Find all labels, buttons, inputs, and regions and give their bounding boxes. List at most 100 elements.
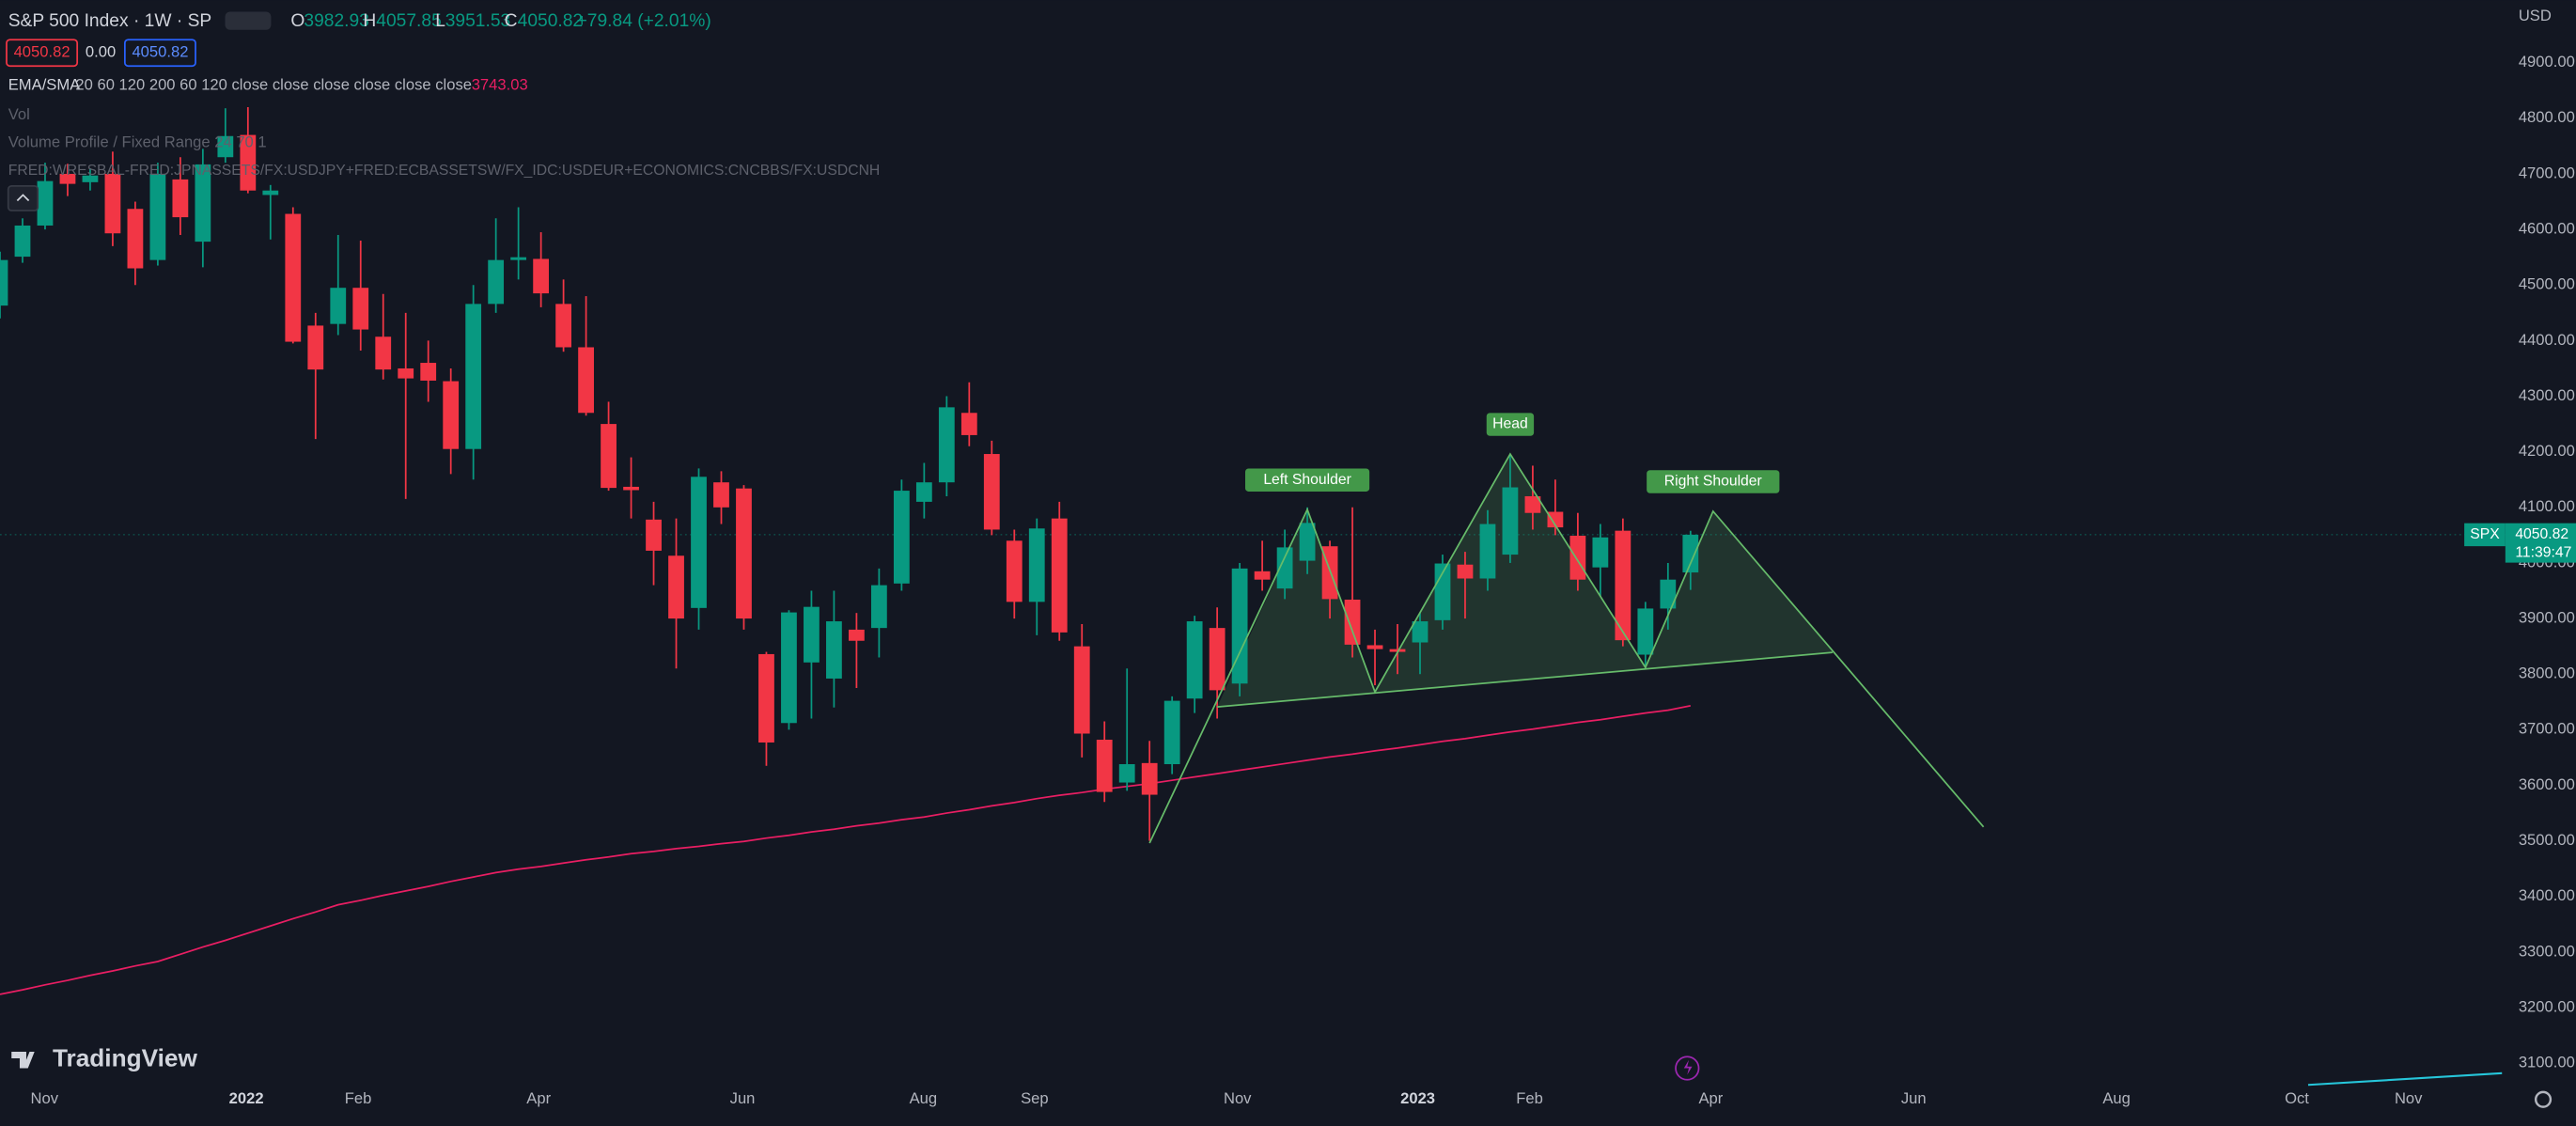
price-tag <box>2505 523 2576 563</box>
candle-body <box>240 134 257 191</box>
ohlc-letter: C <box>505 11 518 31</box>
candle-body <box>1412 621 1429 643</box>
chart-title: S&P 500 Index · 1W · SP <box>8 11 212 31</box>
x-tick-label: Feb <box>345 1089 372 1107</box>
neckline <box>1217 651 1833 708</box>
replay-icon[interactable] <box>1675 1056 1700 1081</box>
logo-icon <box>11 1052 35 1069</box>
candle-body <box>285 213 302 342</box>
y-tick-label: 3500.00 <box>2519 831 2575 849</box>
candle-body <box>938 407 955 483</box>
candle-body <box>1006 540 1023 602</box>
candle-body <box>804 606 820 663</box>
x-tick-label: Nov <box>2395 1089 2423 1107</box>
candle-body <box>1502 487 1519 555</box>
indicator-name: FRED:WRESBAL-FRED:JPNASSETS/FX:USDJPY+FR… <box>8 163 881 179</box>
candle-body <box>1118 764 1135 783</box>
y-tick-label: 4300.00 <box>2519 386 2575 404</box>
candle-body <box>1051 518 1068 633</box>
y-tick-label: 3800.00 <box>2519 665 2575 682</box>
logo-text: TradingView <box>53 1044 198 1072</box>
settings-icon[interactable] <box>2534 1090 2553 1108</box>
candle-body <box>172 179 189 218</box>
x-tick-label: Jun <box>730 1089 756 1107</box>
candle-body <box>1299 523 1316 561</box>
x-tick-label: Nov <box>30 1089 58 1107</box>
ohlc-letter: H <box>363 11 376 31</box>
y-tick-label: 3700.00 <box>2519 720 2575 738</box>
candle-body <box>870 585 887 629</box>
change: +79.84 (+2.01%) <box>577 11 711 31</box>
currency[interactable]: USD <box>2519 7 2552 24</box>
candle-body <box>1073 646 1090 734</box>
ohlc-value: 4050.82 <box>518 11 583 31</box>
price-box[interactable] <box>123 39 196 68</box>
candle-body <box>488 259 505 305</box>
candle-body <box>1209 628 1226 691</box>
x-tick-label: Feb <box>1516 1089 1543 1107</box>
candle-body <box>915 482 932 502</box>
collapse-button[interactable] <box>7 184 39 211</box>
ema-line <box>0 705 1691 995</box>
y-tick-label: 3600.00 <box>2519 775 2575 793</box>
candle-body <box>1479 524 1496 579</box>
ohlc-value: 3982.93 <box>304 11 368 31</box>
pattern-label: Left Shoulder <box>1263 472 1351 488</box>
plot: Left Shoulder Head Right Shoulder <box>0 107 2506 1087</box>
candle-body <box>1096 740 1113 792</box>
candle-body <box>1592 537 1609 568</box>
candle-body <box>195 164 211 242</box>
y-tick-label: 4200.00 <box>2519 442 2575 460</box>
candle-body <box>1615 530 1631 641</box>
candle-body <box>510 257 527 260</box>
price-box-value: 4050.82 <box>132 43 188 61</box>
candle-body <box>1163 700 1180 765</box>
x-tick-label: Sep <box>1021 1089 1049 1107</box>
y-tick-label: 3300.00 <box>2519 942 2575 960</box>
candle-body <box>59 173 76 184</box>
indicator-name: Volume Profile / Fixed Range 24 70 1 <box>8 133 267 151</box>
candle-body <box>578 347 594 414</box>
candle-body <box>398 368 414 379</box>
candle-body <box>1434 563 1451 620</box>
y-tick-label: 3200.00 <box>2519 997 2575 1015</box>
candle-body <box>420 363 437 381</box>
candle-body <box>1682 534 1699 573</box>
candle-body <box>533 258 550 294</box>
candle-body <box>983 454 1000 530</box>
axes: 4900.00 4800.00 4700.00 4600.00 4500.00 4400.… <box>30 53 2576 1107</box>
candle-body <box>781 612 797 724</box>
x-tick-label: Nov <box>1224 1089 1252 1107</box>
candle-body <box>1660 579 1677 609</box>
y-tick-label: 4600.00 <box>2519 220 2575 238</box>
pattern-fill <box>1217 454 1833 708</box>
candle-body <box>668 555 684 619</box>
candle-body <box>758 653 774 743</box>
candle-body <box>646 519 662 551</box>
candle-body <box>1637 608 1654 655</box>
y-tick-label: 4900.00 <box>2519 53 2575 70</box>
candle-body <box>713 482 729 508</box>
x-tick-label: Aug <box>2102 1089 2131 1107</box>
indicator-name: EMA/SMA <box>8 76 81 94</box>
candle-body <box>82 175 99 182</box>
spread: 0.00 <box>86 43 116 61</box>
toggle-icon[interactable] <box>225 11 272 30</box>
candle-body <box>849 629 865 641</box>
candle-body <box>352 288 369 330</box>
candle-body <box>1186 621 1203 699</box>
candle-body <box>443 381 460 449</box>
y-tick-label: 3900.00 <box>2519 608 2575 626</box>
pattern-label: Right Shoulder <box>1664 474 1762 490</box>
x-tick-label: Oct <box>2285 1089 2309 1107</box>
candle-body <box>826 621 842 679</box>
price-box[interactable] <box>6 39 79 68</box>
candle-body <box>104 173 121 234</box>
ohlc-letter: O <box>290 11 304 31</box>
price-tag-value: 4050.82 <box>2515 526 2568 542</box>
candle-body <box>1569 535 1586 580</box>
fred-line <box>2307 1071 2503 1087</box>
indicator-name: Vol <box>8 105 30 123</box>
candle-body <box>1389 649 1406 652</box>
